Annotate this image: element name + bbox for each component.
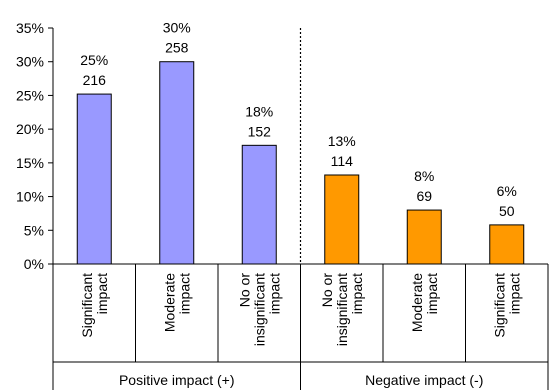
y-tick-label: 30% [16, 54, 44, 70]
bar-percent-label: 25% [80, 52, 108, 68]
category-label: impact [266, 273, 282, 314]
bars-layer [76, 61, 525, 265]
category-label: No or [319, 273, 335, 308]
bar [76, 93, 112, 265]
category-label: Significant [491, 273, 507, 338]
category-label: Moderate [409, 273, 425, 332]
bar [241, 144, 277, 265]
y-tick-label: 35% [16, 20, 44, 36]
category-label: impact [506, 273, 522, 314]
bar-percent-label: 18% [245, 103, 273, 119]
category-label: impact [176, 273, 192, 314]
bar-percent-label: 30% [163, 20, 191, 36]
category-label: No or [236, 273, 252, 308]
bar-percent-label: 6% [497, 183, 517, 199]
y-tick-label: 15% [16, 155, 44, 171]
bar [159, 61, 195, 265]
group-label: Negative impact (-) [365, 372, 483, 388]
axes-layer: 0% 5% 10% 15% 20% 25% 30% 35% [16, 20, 549, 390]
bar-percent-label: 13% [328, 133, 356, 149]
bar-count-label: 50 [499, 203, 515, 219]
y-tick-label: 10% [16, 189, 44, 205]
category-label: Significant [79, 273, 95, 338]
y-tick-label: 5% [24, 222, 44, 238]
category-label: impact [349, 273, 365, 314]
category-label: Moderate [161, 273, 177, 332]
bar-count-label: 216 [83, 72, 107, 88]
bar [324, 174, 360, 265]
bar-count-label: 114 [331, 153, 354, 169]
bar-count-label: 152 [248, 123, 272, 139]
bar-percent-label: 8% [414, 168, 434, 184]
bar-count-label: 69 [416, 188, 432, 204]
category-label: insignificant [334, 273, 350, 346]
category-label: impact [94, 273, 110, 314]
y-tick-label: 0% [24, 256, 44, 272]
group-label: Positive impact (+) [119, 372, 235, 388]
bar [406, 209, 442, 265]
y-tick-label: 25% [16, 87, 44, 103]
category-label: impact [424, 273, 440, 314]
bar-count-label: 258 [165, 40, 189, 56]
y-tick-label: 20% [16, 121, 44, 137]
bar [489, 224, 525, 265]
category-label: insignificant [251, 273, 267, 346]
